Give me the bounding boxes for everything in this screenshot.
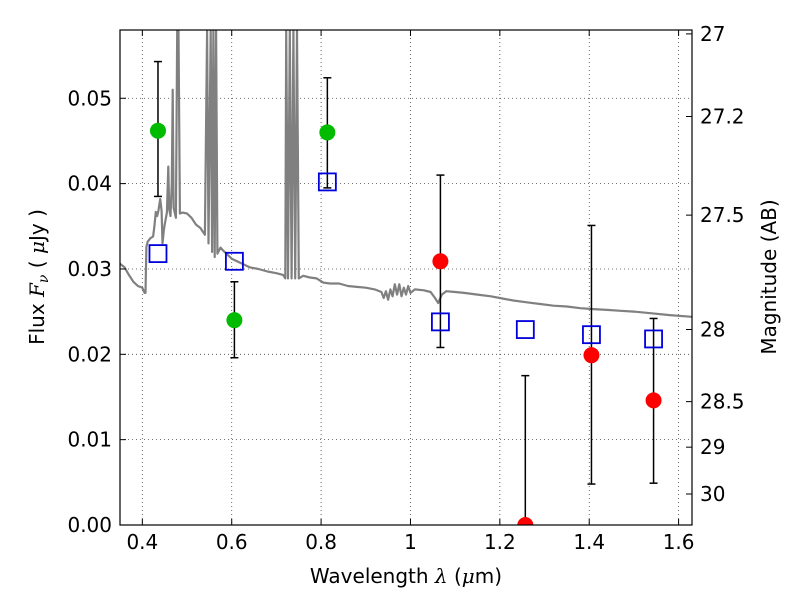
y-tick-label: 0.03 bbox=[67, 257, 112, 281]
x-tick-label: 0.8 bbox=[305, 530, 337, 554]
model-spectrum bbox=[120, 30, 692, 318]
green-point bbox=[149, 122, 166, 139]
x-tick-label: 0.4 bbox=[126, 530, 158, 554]
axis-ticks: 0.4 0.6 0.8 1 1.2 1.4 1.6 0.00 0.01 0.02 0.03 0.04 0… bbox=[67, 22, 744, 554]
green-point bbox=[319, 124, 336, 141]
y-tick-label: 0.04 bbox=[67, 172, 112, 196]
y2-tick-label: 30 bbox=[700, 482, 725, 506]
y-tick-label: 0.00 bbox=[67, 513, 112, 537]
x-tick-label: 1.2 bbox=[484, 530, 516, 554]
y-tick-label: 0.02 bbox=[67, 342, 112, 366]
plot-frame bbox=[119, 29, 693, 526]
green-point bbox=[226, 312, 243, 329]
y-axis-title: Flux Fν ( μJy ) bbox=[25, 209, 52, 345]
y2-axis-title: Magnitude (AB) bbox=[757, 199, 781, 354]
blue-square-point bbox=[224, 251, 244, 271]
x-axis-title: Wavelength λ (μm) bbox=[310, 564, 502, 588]
data-series bbox=[148, 60, 663, 525]
y2-tick-label: 27.5 bbox=[700, 203, 745, 227]
red-point bbox=[432, 253, 449, 270]
x-tick-label: 0.6 bbox=[216, 530, 248, 554]
red-point bbox=[517, 517, 534, 525]
y2-tick-label: 27.2 bbox=[700, 105, 745, 129]
blue-square-point bbox=[515, 320, 535, 339]
x-tick-label: 1 bbox=[404, 530, 417, 554]
blue-square-point bbox=[317, 172, 337, 192]
y2-tick-label: 28 bbox=[700, 317, 725, 341]
y-tick-label: 0.01 bbox=[67, 428, 112, 452]
red-point bbox=[583, 347, 600, 364]
blue-square-point bbox=[431, 312, 450, 332]
red-point bbox=[645, 392, 662, 409]
y2-tick-label: 29 bbox=[700, 435, 725, 459]
blue-square-point bbox=[644, 329, 663, 349]
x-tick-label: 1.6 bbox=[663, 530, 695, 554]
y2-tick-label: 27 bbox=[700, 22, 725, 46]
x-tick-label: 1.4 bbox=[573, 530, 605, 554]
blue-square-point bbox=[148, 244, 168, 264]
y2-tick-label: 28.5 bbox=[700, 390, 745, 414]
y-tick-label: 0.05 bbox=[67, 86, 112, 110]
blue-square-point bbox=[582, 325, 601, 345]
model-spectrum-line bbox=[120, 30, 692, 318]
